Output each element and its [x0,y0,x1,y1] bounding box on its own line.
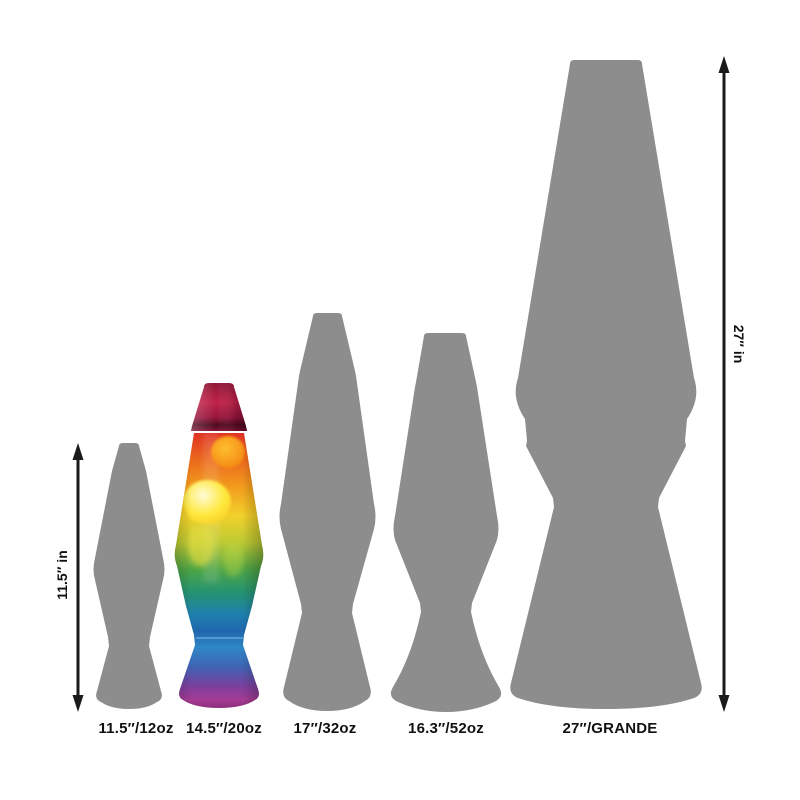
lamp-silhouette-grande [510,60,702,709]
rainbow-lamp-cap-shading [191,383,247,431]
dimension-arrow-right [718,56,730,712]
size-label-32oz: 17″/32oz [293,720,357,737]
lamp-silhouette-52oz [390,333,502,712]
lamp-silhouette-32oz-shape [279,313,376,711]
lamp-rainbow-20oz [174,383,264,708]
dimension-label-11-5in: 11.5″ in [54,550,70,600]
lamp-silhouette-12oz [93,443,165,709]
rainbow-lamp-lava [174,433,264,708]
size-label-20oz: 14.5″/20oz [186,720,262,737]
glass-edge-shading [174,433,264,708]
size-label-grande: 27″/GRANDE [562,720,658,737]
lamp-silhouette-grande-shape [510,60,702,709]
lamp-silhouette-32oz [279,313,376,711]
arrow-head-down-right [718,695,730,712]
size-label-12oz: 11.5″/12oz [98,720,174,737]
dimension-arrow-left [72,443,84,712]
arrow-head-down-left [72,695,84,712]
dimension-label-27in: 27″ in [731,324,747,364]
lamp-silhouette-52oz-shape [390,333,502,712]
arrow-head-up-left [72,443,84,460]
arrow-head-up-right [718,56,730,73]
size-label-52oz: 16.3″/52oz [408,720,484,737]
lamp-silhouette-12oz-shape [93,443,165,709]
